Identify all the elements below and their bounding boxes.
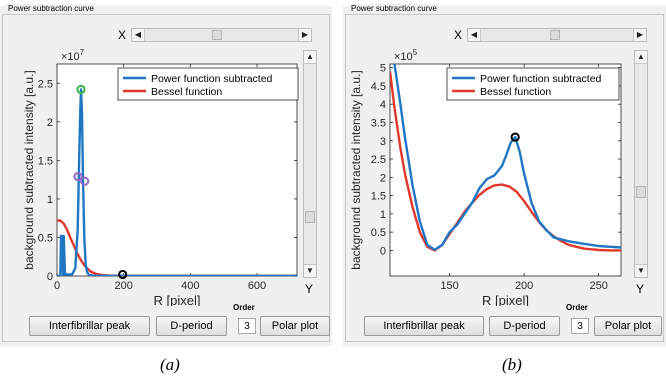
chart-b: 150 200 250 0 0.5 1 1.5 2 2.5 3 3.5 4 4.5 5 ×105 R [pix…: [349, 48, 622, 306]
order-input-b[interactable]: [571, 318, 589, 334]
x-tick-label: 600: [248, 280, 266, 292]
y-slider-thumb-b[interactable]: [636, 186, 646, 198]
caption-b: (b): [502, 355, 522, 374]
series-line-power-function-subtracted: [57, 88, 297, 276]
y-tick-label: 1: [47, 194, 53, 206]
x-slider-b[interactable]: ◀ ▶: [467, 28, 647, 42]
x-tick-label: 200: [114, 280, 132, 292]
chart-a: 0 200 400 600 0 0.5 1 1.5 2 2.5 ×107 R [pixel] backg…: [22, 48, 299, 306]
left-arrow-icon[interactable]: ◀: [468, 29, 481, 41]
order-label-a: Order: [233, 303, 255, 312]
x-tick-label: 400: [181, 280, 199, 292]
y-tick-label: 2.5: [38, 78, 53, 90]
y-tick-label: 0.5: [371, 227, 386, 239]
interfibrillar-peak-button-b[interactable]: Interfibrillar peak: [364, 316, 484, 336]
x-tick-label: 200: [515, 280, 533, 292]
polar-plot-button-b[interactable]: Polar plot: [594, 316, 662, 336]
y-tick-label: 1.5: [371, 191, 386, 203]
y-tick-label: 4: [380, 99, 386, 111]
x-tick-label: 150: [440, 280, 458, 292]
left-arrow-icon[interactable]: ◀: [132, 29, 145, 41]
group-title-b: Power subtraction curve: [349, 4, 439, 14]
y-slider-b[interactable]: ▲ ▼: [634, 50, 648, 278]
group-box-a: [2, 14, 330, 342]
x-slider-thumb-a[interactable]: [212, 30, 222, 40]
legend-label: Power function subtracted: [151, 73, 273, 85]
y-tick-label: 1: [380, 209, 386, 221]
peak-marker: [76, 84, 86, 95]
exponent-label: ×107: [61, 48, 85, 63]
y-axis-label: background subtracted intensity [a.u.]: [349, 70, 363, 269]
y-tick-label: 4.5: [371, 81, 386, 93]
up-arrow-icon[interactable]: ▲: [635, 51, 647, 64]
y-slider-label-a: Y: [305, 282, 314, 296]
legend-box: [446, 67, 620, 101]
group-box-b: [345, 14, 664, 342]
x-slider-label-a: X: [118, 28, 127, 42]
x-slider-thumb-b[interactable]: [550, 30, 560, 40]
y-tick-label: 2.5: [371, 154, 386, 166]
group-title-a: Power subtraction curve: [6, 4, 96, 14]
peak-marker: [80, 176, 90, 186]
exponent-label: ×105: [394, 48, 418, 63]
panel-a: Power subtraction curve X ◀ ▶ ▲ ▼ Y 0 200…: [0, 4, 332, 346]
order-input-a[interactable]: [238, 318, 256, 334]
x-axis-label: R [pixel]: [482, 293, 529, 306]
peak-marker: [73, 171, 83, 182]
d-period-button-a[interactable]: D-period: [156, 316, 227, 336]
panel-b: Power subtraction curve X ◀ ▶ ▲ ▼ Y 150 2…: [343, 4, 666, 346]
peak-marker: [510, 132, 520, 142]
x-tick-label: 0: [54, 280, 60, 292]
down-arrow-icon[interactable]: ▼: [304, 264, 316, 277]
legend-label: Bessel function: [480, 86, 551, 98]
y-tick-label: 1.5: [38, 155, 53, 167]
y-tick-label: 0: [47, 271, 53, 283]
y-tick-label: 2: [380, 172, 386, 184]
right-arrow-icon[interactable]: ▶: [633, 29, 646, 41]
down-arrow-icon[interactable]: ▼: [635, 264, 647, 277]
x-slider-a[interactable]: ◀ ▶: [131, 28, 312, 42]
y-tick-label: 0.5: [38, 232, 53, 244]
y-axis-label: background subtracted intensity [a.u.]: [22, 70, 36, 269]
legend-label: Bessel function: [151, 86, 222, 98]
y-tick-label: 2: [47, 117, 53, 129]
y-slider-label-b: Y: [636, 282, 645, 296]
order-label-b: Order: [566, 303, 588, 312]
y-tick-label: 3: [380, 136, 386, 148]
series-line-power-function-subtracted: [392, 64, 621, 251]
y-tick-label: 0: [380, 245, 386, 257]
y-slider-thumb-a[interactable]: [305, 211, 315, 223]
series-line-bessel-function: [390, 71, 621, 252]
peak-marker: [118, 269, 128, 280]
legend-box: [117, 67, 299, 101]
y-tick-label: 3.5: [371, 117, 386, 129]
d-period-button-b[interactable]: D-period: [489, 316, 560, 336]
x-slider-label-b: X: [454, 28, 463, 42]
interfibrillar-peak-button-a[interactable]: Interfibrillar peak: [29, 316, 150, 336]
polar-plot-button-a[interactable]: Polar plot: [260, 316, 330, 336]
x-axis-label: R [pixel]: [154, 293, 201, 306]
x-tick-label: 250: [589, 280, 607, 292]
y-tick-label: 5: [380, 63, 386, 75]
right-arrow-icon[interactable]: ▶: [298, 29, 311, 41]
caption-a: (a): [160, 355, 180, 374]
up-arrow-icon[interactable]: ▲: [304, 51, 316, 64]
legend-label: Power function subtracted: [480, 73, 602, 85]
y-slider-a[interactable]: ▲ ▼: [303, 50, 317, 278]
